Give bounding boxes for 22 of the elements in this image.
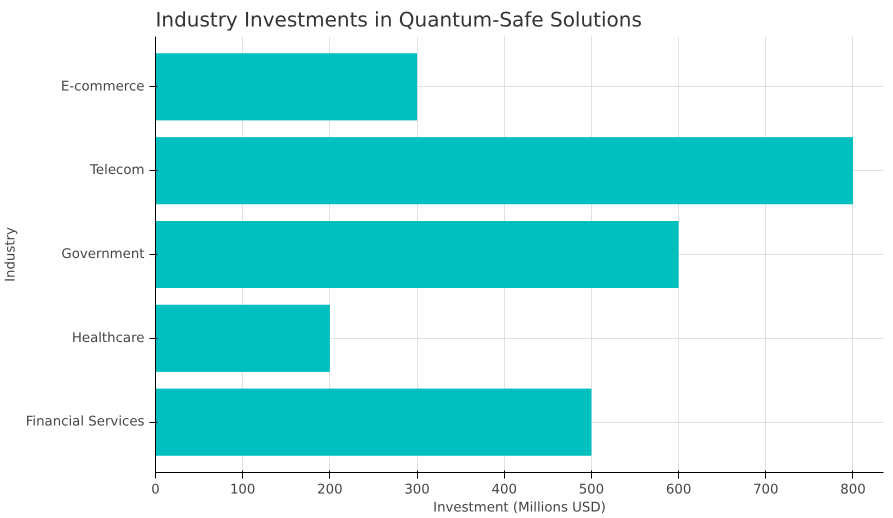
x-axis-title: Investment (Millions USD) [433, 500, 606, 516]
x-tick-label: 500 [578, 482, 604, 498]
x-tick-label: 700 [753, 482, 779, 498]
bar [156, 137, 853, 204]
x-tick-label: 400 [492, 482, 517, 498]
y-tick-label: Telecom [89, 163, 145, 178]
bar [156, 388, 592, 456]
y-tick-label: E-commerce [60, 79, 144, 94]
x-tick-label: 0 [151, 482, 160, 498]
bar [156, 220, 679, 288]
x-tick-label: 600 [666, 482, 692, 498]
x-tick-label: 300 [404, 482, 430, 498]
y-tick-label: Healthcare [72, 330, 145, 346]
y-axis-title: Industry [4, 226, 19, 282]
x-tick-label: 800 [840, 482, 866, 498]
y-tick-label: Financial Services [26, 414, 145, 430]
y-tick-label: Government [61, 247, 145, 262]
x-tick-label: 200 [317, 482, 343, 498]
x-tick-label: 100 [230, 482, 256, 498]
bar [156, 53, 418, 120]
chart-title: Industry Investments in Quantum-Safe Solutions [156, 8, 642, 32]
bar [156, 304, 330, 372]
